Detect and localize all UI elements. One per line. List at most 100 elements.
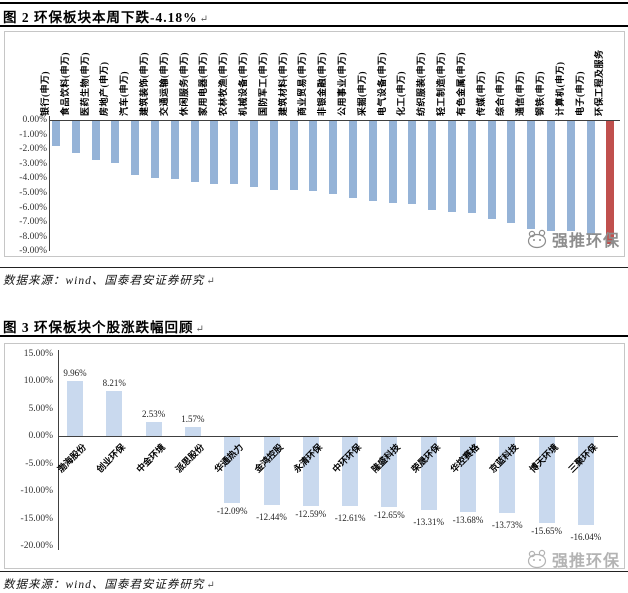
figure3-title-text: 图 3 环保板块个股涨跌幅回顾	[3, 320, 194, 335]
y-axis-tick-label: -20.00%	[20, 541, 53, 551]
value-label: -12.61%	[334, 513, 366, 524]
bar	[111, 121, 120, 164]
watermark: 强推环保	[526, 547, 620, 571]
y-axis-line	[49, 116, 50, 252]
category-label: 通信(申万)	[515, 71, 526, 116]
watermark-text: 强推环保	[551, 553, 620, 570]
bar	[190, 121, 199, 183]
category-label: 机械设备(申万)	[238, 52, 248, 116]
watermark-text: 强推环保	[551, 233, 620, 250]
category-label: 环保工程及服务	[594, 49, 605, 116]
figure2-bottom-divider	[0, 267, 628, 268]
category-label: 派思股份	[173, 442, 206, 475]
category-label: 化工(申万)	[396, 71, 407, 116]
y-axis-tick-label: 10.00%	[23, 376, 53, 386]
y-axis-tick-label: 15.00%	[23, 348, 53, 359]
value-label: -12.44%	[256, 512, 287, 523]
category-label: 建筑装饰(申万)	[139, 52, 149, 116]
category-label: 农林牧渔(申万)	[218, 52, 229, 116]
bar	[349, 121, 357, 199]
value-label: -12.65%	[374, 509, 405, 520]
bar	[586, 121, 595, 235]
bar	[131, 121, 140, 176]
value-label: 8.21%	[102, 377, 126, 388]
bar	[388, 121, 397, 203]
value-label: -13.68%	[452, 515, 484, 526]
value-label: -12.09%	[216, 506, 248, 517]
bar	[577, 437, 594, 526]
bar	[566, 121, 575, 231]
value-label: 9.96%	[63, 368, 87, 379]
figure3-source: 数据来源：wind、国泰君安证券研究 ↵	[3, 576, 216, 592]
bar	[460, 437, 476, 513]
y-axis-tick-label: -10.00%	[20, 486, 53, 496]
category-label: 建筑材料(申万)	[277, 52, 288, 116]
value-label: -15.65%	[531, 526, 562, 537]
bar	[250, 121, 258, 187]
bar	[263, 437, 280, 506]
bar	[302, 437, 319, 507]
bar	[91, 121, 100, 161]
y-axis-tick-label: 0.00%	[28, 431, 53, 441]
bar	[538, 437, 555, 524]
category-label: 休闲服务(申万)	[178, 52, 189, 116]
paragraph-mark: ↵	[195, 324, 205, 335]
bar	[448, 121, 456, 212]
figure3-chart: 15.00% 10.00% 5.00% 0.00% -5.00% -10.00% -15.0…	[4, 343, 625, 569]
figure2-chart: 0.00% -1.00% -2.00% -3.00% -4.00% -5.00% -6.00…	[4, 31, 625, 257]
bar	[420, 437, 437, 511]
bar	[507, 121, 516, 224]
bar	[184, 427, 201, 436]
bar	[329, 121, 338, 194]
figure2-title-text: 图 2 环保板块本周下跌-4.18%	[3, 10, 198, 25]
category-label: 轻工制造(申万)	[436, 52, 446, 116]
value-label: 2.53%	[141, 409, 166, 420]
figure3-title-underline	[0, 335, 628, 337]
value-label: -13.73%	[491, 519, 523, 530]
bar	[52, 121, 60, 146]
category-label: 电气设备(申万)	[376, 52, 387, 116]
y-axis-tick-label: -7.00%	[19, 217, 47, 228]
bar	[269, 121, 278, 190]
y-axis-tick-label: -2.00%	[19, 144, 47, 155]
bar	[309, 121, 318, 192]
category-label: 传媒(申万)	[475, 71, 486, 116]
zero-axis-line	[58, 436, 618, 437]
value-label: -16.04%	[570, 532, 602, 543]
bar	[606, 121, 615, 244]
bar	[67, 381, 83, 436]
bar	[106, 390, 123, 436]
category-label: 电子(申万)	[574, 71, 585, 116]
category-label: 渤海股份	[55, 442, 89, 475]
y-axis-tick-label: -8.00%	[19, 231, 47, 242]
category-label: 公用事业(申万)	[337, 52, 347, 116]
bar	[71, 121, 80, 154]
bar	[467, 121, 476, 213]
category-label: 房地产(申万)	[99, 61, 110, 117]
figure3-source-text: 数据来源：wind、国泰君安证券研究	[3, 579, 205, 591]
bar	[408, 121, 417, 205]
bar	[230, 121, 239, 184]
category-label: 综合(申万)	[495, 71, 506, 116]
category-label: 有色金属(申万)	[455, 52, 466, 116]
bar	[289, 121, 298, 191]
category-label: 国防军工(申万)	[257, 52, 268, 116]
value-label: -13.31%	[413, 517, 445, 528]
bar	[428, 121, 437, 211]
figure3-title: 图 3 环保板块个股涨跌幅回顾 ↵	[3, 316, 205, 336]
figure2-title: 图 2 环保板块本周下跌-4.18% ↵	[3, 6, 209, 26]
y-axis-tick-label: -6.00%	[19, 202, 47, 213]
bar	[381, 437, 398, 507]
zero-axis-line	[49, 120, 620, 121]
category-label: 商业贸易(申万)	[297, 52, 308, 116]
y-axis-tick-label: 0.00%	[22, 115, 47, 125]
y-axis-tick-label: -9.00%	[19, 246, 47, 257]
y-axis-tick-label: -5.00%	[19, 188, 47, 198]
category-label: 中金环境	[134, 442, 167, 475]
y-axis-tick-label: -1.00%	[19, 129, 47, 140]
bar	[487, 121, 496, 219]
figure2-source-text: 数据来源：wind、国泰君安证券研究	[3, 275, 205, 287]
category-label: 非银金融(申万)	[317, 52, 328, 116]
watermark-logo-icon	[527, 549, 547, 569]
